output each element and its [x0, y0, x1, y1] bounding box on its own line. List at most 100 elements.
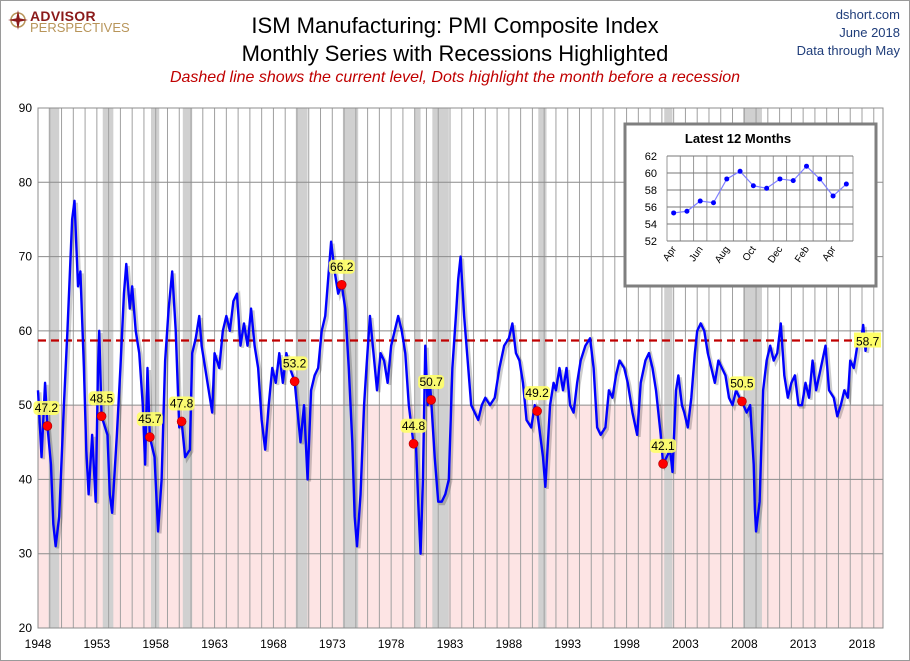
pre-recession-dot	[426, 395, 436, 405]
current-level-label: 58.7	[856, 335, 880, 349]
data-label: 44.8	[402, 419, 426, 433]
data-label: 47.8	[170, 396, 194, 410]
recession-band	[432, 108, 449, 628]
chart-subtitle: Dashed line shows the current level, Dot…	[169, 69, 741, 86]
inset-y-tick-label: 52	[645, 236, 657, 248]
inset-data-point	[764, 185, 770, 191]
x-tick-label: 1993	[554, 637, 581, 651]
x-tick-label: 1963	[201, 637, 228, 651]
inset-y-tick-label: 54	[645, 219, 657, 231]
data-label: 50.7	[419, 375, 443, 389]
x-tick-label: 2018	[849, 637, 876, 651]
pre-recession-dot	[145, 432, 155, 442]
y-tick-label: 70	[19, 250, 33, 264]
plot-border	[37, 107, 884, 629]
data-label: 66.2	[330, 260, 354, 274]
inset-data-point	[777, 176, 783, 182]
x-tick-label: 2013	[790, 637, 817, 651]
inset-data-point	[817, 176, 823, 182]
inset-y-tick-label: 62	[645, 151, 657, 163]
chart-title-line2: Monthly Series with Recessions Highlight…	[241, 41, 669, 66]
inset-data-point	[830, 193, 836, 199]
compass-rose-icon	[8, 10, 28, 30]
inset-data-point	[790, 178, 796, 184]
inset-data-point	[724, 176, 730, 182]
date-label: June 2018	[839, 25, 900, 40]
inset-data-point	[750, 183, 756, 189]
x-tick-label: 1973	[319, 637, 346, 651]
recession-band	[151, 108, 160, 628]
x-tick-label: 1978	[378, 637, 405, 651]
data-label-bg	[400, 418, 427, 433]
chart-title: ISM Manufacturing: PMI Composite Index	[251, 13, 659, 38]
data-label: 50.5	[730, 376, 754, 390]
recession-band	[182, 108, 193, 628]
data-label-bg	[728, 376, 755, 391]
data-label: 49.2	[525, 386, 549, 400]
x-tick-label: 1953	[84, 637, 111, 651]
inset-data-point	[697, 198, 703, 204]
pmi-series-line	[36, 199, 868, 555]
data-label-bg	[168, 396, 195, 411]
data-label-bg	[328, 259, 355, 274]
x-tick-label: 1988	[496, 637, 523, 651]
data-label-bg	[33, 400, 60, 415]
inset-y-tick-label: 60	[645, 168, 657, 180]
source-label: dshort.com	[835, 7, 900, 22]
inset-data-point	[843, 181, 849, 187]
x-tick-label: 1958	[142, 637, 169, 651]
data-label-bg	[88, 391, 115, 406]
recession-band	[102, 108, 114, 628]
y-tick-label: 60	[19, 324, 33, 338]
y-tick-label: 80	[19, 175, 33, 189]
x-tick-label: 1948	[25, 637, 52, 651]
x-tick-label: 1968	[260, 637, 287, 651]
y-tick-label: 90	[19, 101, 33, 115]
recession-band	[48, 108, 60, 628]
data-label: 42.1	[651, 439, 675, 453]
inset-data-point	[684, 208, 690, 214]
pre-recession-dot	[737, 396, 747, 407]
recession-band	[664, 108, 673, 628]
current-level-label-bg	[854, 332, 881, 348]
pre-recession-dot	[336, 279, 347, 290]
inset-y-tick-label: 58	[645, 185, 657, 197]
y-tick-label: 50	[19, 398, 33, 412]
y-tick-label: 20	[19, 621, 33, 635]
pre-recession-dot	[658, 459, 668, 469]
inset-data-point	[737, 168, 743, 174]
logo-text-advisor: ADVISOR	[30, 8, 96, 24]
data-label: 45.7	[138, 412, 162, 426]
data-label: 48.5	[90, 391, 114, 405]
inset-data-point	[671, 210, 677, 216]
x-tick-label: 2008	[731, 637, 758, 651]
inset-title: Latest 12 Months	[685, 131, 791, 146]
recession-band	[538, 108, 547, 628]
data-label: 53.2	[283, 356, 307, 370]
pre-recession-dot	[289, 376, 300, 387]
inset-data-point	[804, 163, 809, 169]
pre-recession-dot	[176, 416, 187, 427]
recession-band	[414, 108, 421, 628]
data-label-bg	[136, 412, 163, 427]
data-through-label: Data through May	[796, 43, 900, 58]
pre-recession-dot	[532, 406, 542, 416]
pre-recession-dot	[96, 411, 107, 422]
y-tick-label: 30	[19, 547, 33, 561]
x-tick-label: 2003	[672, 637, 699, 651]
data-label-bg	[418, 374, 445, 389]
inset-y-tick-label: 56	[645, 202, 657, 214]
data-label-bg	[524, 386, 551, 401]
x-tick-label: 1983	[437, 637, 464, 651]
logo-text-perspectives: PERSPECTIVES	[30, 20, 130, 35]
x-tick-label: 1998	[613, 637, 640, 651]
data-label: 47.2	[35, 401, 59, 415]
data-label-bg	[281, 356, 308, 371]
y-tick-label: 40	[19, 472, 33, 486]
pre-recession-dot	[42, 421, 53, 431]
pre-recession-dot	[408, 438, 419, 449]
inset-data-point	[711, 200, 716, 206]
data-label-bg	[650, 438, 677, 453]
